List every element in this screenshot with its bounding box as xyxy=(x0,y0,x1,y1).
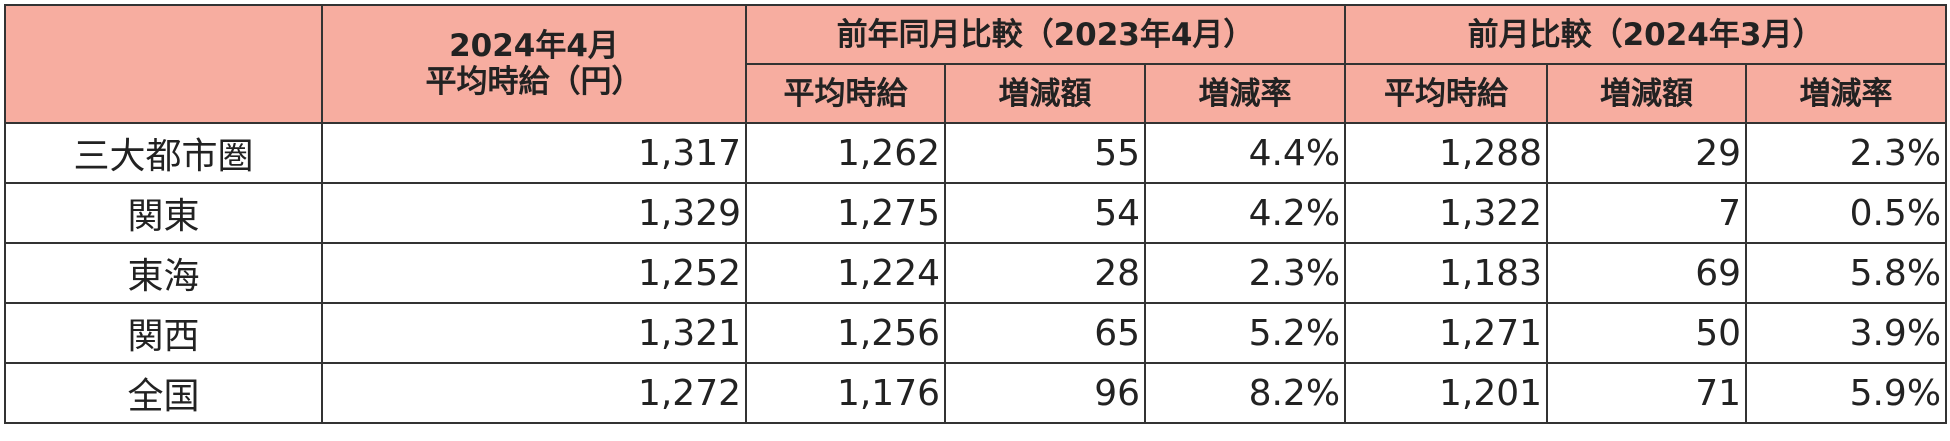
value-cell: 96 xyxy=(944,362,1146,424)
value-cell: 5.8% xyxy=(1745,242,1948,304)
value-cell: 5.9% xyxy=(1745,362,1948,424)
value-cell: 1,224 xyxy=(745,242,946,304)
value-cell: 1,256 xyxy=(745,302,946,364)
value-cell: 29 xyxy=(1546,122,1748,184)
value-cell: 1,317 xyxy=(321,122,747,184)
value-cell: 1,272 xyxy=(321,362,747,424)
value-cell: 71 xyxy=(1546,362,1748,424)
row-label: 全国 xyxy=(4,362,323,424)
value-cell: 1,271 xyxy=(1344,302,1549,364)
value-cell: 65 xyxy=(944,302,1146,364)
table-row: 三大都市圏 1,317 1,262 55 4.4% 1,288 29 2.3% xyxy=(4,122,1948,184)
subcolumn-header: 増減額 xyxy=(1546,63,1748,124)
value-cell: 2.3% xyxy=(1745,122,1948,184)
value-cell: 0.5% xyxy=(1745,182,1948,244)
value-cell: 4.4% xyxy=(1143,122,1347,184)
value-cell: 1,183 xyxy=(1344,242,1549,304)
value-cell: 1,322 xyxy=(1344,182,1549,244)
value-cell: 69 xyxy=(1546,242,1748,304)
table-row: 東海 1,252 1,224 28 2.3% 1,183 69 5.8% xyxy=(4,242,1948,304)
group-header: 前月比較（2024年3月） xyxy=(1344,4,1948,65)
value-cell: 1,321 xyxy=(321,302,747,364)
table-body: 三大都市圏 1,317 1,262 55 4.4% 1,288 29 2.3% 関東 1,329 1… xyxy=(4,122,1948,424)
table-row: 関東 1,329 1,275 54 4.2% 1,322 7 0.5% xyxy=(4,182,1948,244)
wage-table: 2024年4月 平均時給（円） 前年同月比較（2023年4月） 前月比較（2024… xyxy=(4,4,1948,424)
current-header: 2024年4月 平均時給（円） xyxy=(321,4,747,124)
value-cell: 5.2% xyxy=(1143,302,1347,364)
subcolumn-header: 増減率 xyxy=(1745,63,1948,124)
value-cell: 4.2% xyxy=(1143,182,1347,244)
subcolumn-header: 平均時給 xyxy=(745,63,946,124)
value-cell: 1,201 xyxy=(1344,362,1549,424)
value-cell: 1,288 xyxy=(1344,122,1549,184)
corner-cell xyxy=(4,4,323,124)
table-header: 2024年4月 平均時給（円） 前年同月比較（2023年4月） 前月比較（2024… xyxy=(4,4,1948,124)
value-cell: 1,252 xyxy=(321,242,747,304)
value-cell: 1,329 xyxy=(321,182,747,244)
value-cell: 2.3% xyxy=(1143,242,1347,304)
subcolumn-header: 増減率 xyxy=(1143,63,1347,124)
subcolumn-header: 増減額 xyxy=(944,63,1146,124)
row-label: 三大都市圏 xyxy=(4,122,323,184)
header-line: 2024年4月 xyxy=(449,28,619,64)
header-line: 平均時給（円） xyxy=(425,64,643,100)
value-cell: 54 xyxy=(944,182,1146,244)
row-label: 関東 xyxy=(4,182,323,244)
row-label: 東海 xyxy=(4,242,323,304)
value-cell: 50 xyxy=(1546,302,1748,364)
row-label: 関西 xyxy=(4,302,323,364)
table-row: 関西 1,321 1,256 65 5.2% 1,271 50 3.9% xyxy=(4,302,1948,364)
value-cell: 1,275 xyxy=(745,182,946,244)
value-cell: 55 xyxy=(944,122,1146,184)
value-cell: 28 xyxy=(944,242,1146,304)
value-cell: 8.2% xyxy=(1143,362,1347,424)
value-cell: 7 xyxy=(1546,182,1748,244)
group-header: 前年同月比較（2023年4月） xyxy=(744,4,1347,65)
subcolumn-header: 平均時給 xyxy=(1344,63,1549,124)
value-cell: 1,262 xyxy=(745,122,946,184)
value-cell: 3.9% xyxy=(1745,302,1948,364)
value-cell: 1,176 xyxy=(745,362,946,424)
table-row: 全国 1,272 1,176 96 8.2% 1,201 71 5.9% xyxy=(4,362,1948,424)
